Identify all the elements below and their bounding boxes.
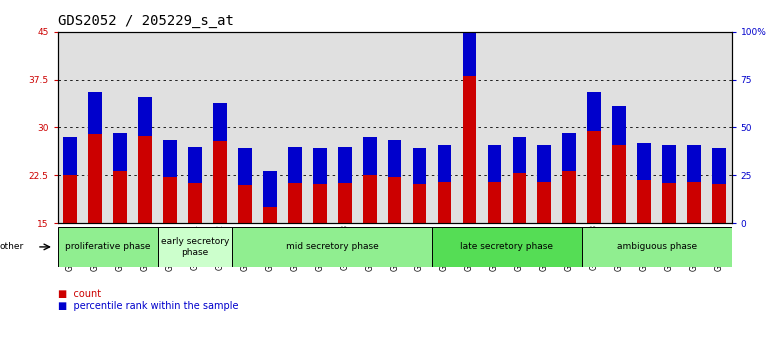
Bar [513,137,526,173]
Bar [213,103,227,142]
Bar [313,184,326,223]
Bar [437,145,451,182]
Bar [612,145,626,223]
Bar [463,76,477,223]
Bar [687,182,701,223]
Bar [163,140,177,177]
Bar [413,184,427,223]
Text: proliferative phase: proliferative phase [65,242,150,251]
Bar [662,145,676,183]
Text: late secretory phase: late secretory phase [460,242,554,251]
Bar [437,182,451,223]
Bar [537,182,551,223]
Bar [582,227,732,267]
Bar [487,145,501,182]
Bar [338,183,352,223]
Bar [487,182,501,223]
Text: ■  count: ■ count [58,289,101,299]
Bar [89,92,102,134]
Bar [463,19,477,76]
Bar [388,177,401,223]
Bar [263,207,276,223]
Bar [363,137,377,175]
Bar [238,185,252,223]
Bar [63,137,77,175]
Bar [638,180,651,223]
Bar [413,148,427,184]
Bar [58,227,158,267]
Bar [288,147,302,183]
Text: mid secretory phase: mid secretory phase [286,242,379,251]
Bar [113,171,127,223]
Bar [712,184,726,223]
Bar [662,183,676,223]
Bar [89,134,102,223]
Bar [233,227,432,267]
Bar [388,140,401,177]
Bar [63,175,77,223]
Bar [513,173,526,223]
Bar [238,148,252,185]
Text: GDS2052 / 205229_s_at: GDS2052 / 205229_s_at [58,14,233,28]
Bar [139,136,152,223]
Bar [638,143,651,180]
Text: early secretory
phase: early secretory phase [161,237,229,257]
Bar [338,147,352,183]
Bar [288,183,302,223]
Bar [363,175,377,223]
Bar [432,227,582,267]
Bar [562,171,576,223]
Bar [313,148,326,184]
Bar [562,132,576,171]
Bar [588,131,601,223]
Bar [158,227,233,267]
Bar [213,142,227,223]
Bar [712,148,726,184]
Bar [612,107,626,145]
Bar [537,145,551,182]
Bar [263,171,276,207]
Bar [188,147,202,183]
Bar [687,145,701,182]
Bar [188,183,202,223]
Bar [139,97,152,136]
Text: ambiguous phase: ambiguous phase [617,242,697,251]
Text: ■  percentile rank within the sample: ■ percentile rank within the sample [58,301,238,311]
Text: other: other [0,242,24,251]
Bar [163,177,177,223]
Bar [588,92,601,131]
Bar [113,132,127,171]
